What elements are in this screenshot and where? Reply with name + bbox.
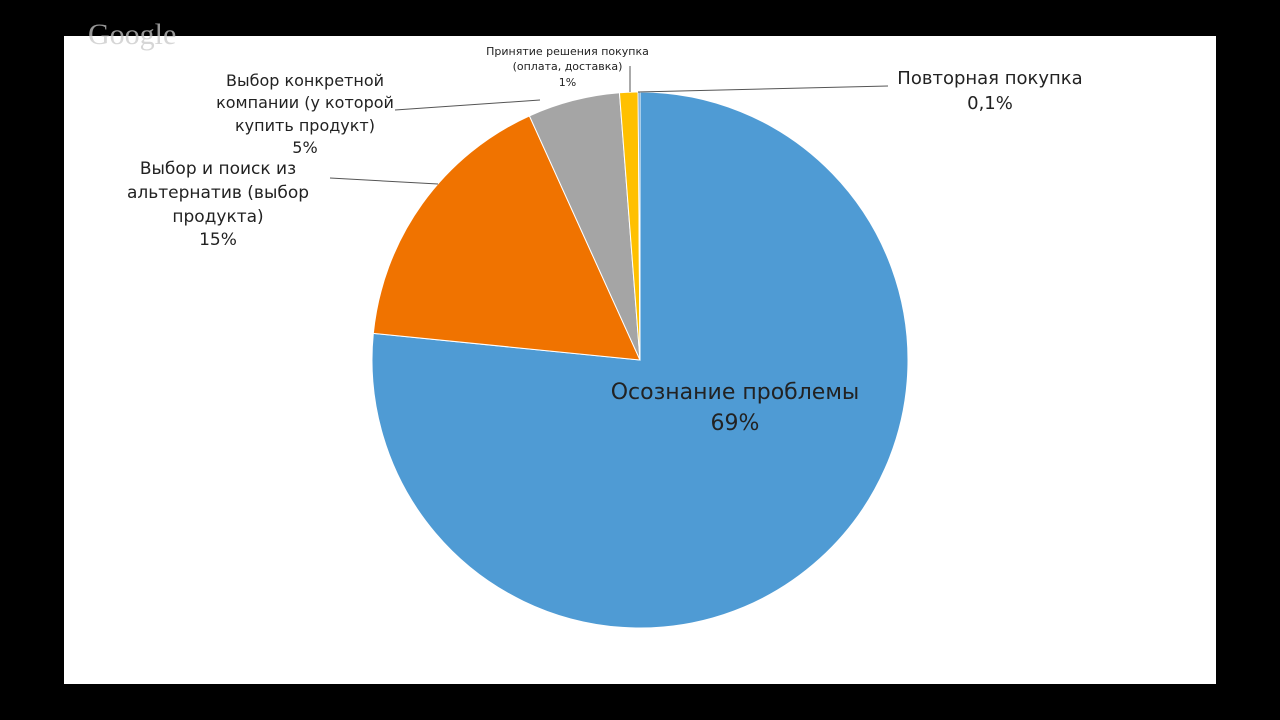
- category-name: Принятие решения покупка (оплата, достав…: [486, 45, 649, 74]
- slice-label: Выбор и поиск из альтернатив (выбор прод…: [118, 158, 318, 253]
- watermark: Google: [88, 18, 177, 51]
- category-name: Выбор конкретной компании (у которой куп…: [216, 71, 394, 135]
- value-label: 1%: [558, 75, 577, 89]
- slice-label: Выбор конкретной компании (у которой куп…: [205, 70, 405, 160]
- value-label: 0,1%: [967, 93, 1013, 115]
- leader-line: [329, 177, 439, 185]
- slice-label: Принятие решения покупка (оплата, достав…: [480, 44, 655, 90]
- leader-line: [637, 85, 889, 93]
- slice-label: Повторная покупка 0,1%: [880, 66, 1100, 116]
- pie-slice: [372, 115, 641, 361]
- value-label: 69%: [710, 410, 760, 436]
- leader-line: [394, 99, 541, 111]
- category-name: Осознание проблемы: [610, 380, 860, 405]
- category-name: Повторная покупка: [897, 68, 1083, 89]
- slice-label: Осознание проблемы 69%: [610, 378, 860, 440]
- value-label: 5%: [292, 138, 318, 158]
- value-label: 15%: [199, 230, 237, 251]
- category-name: Выбор и поиск из альтернатив (выбор прод…: [126, 159, 310, 227]
